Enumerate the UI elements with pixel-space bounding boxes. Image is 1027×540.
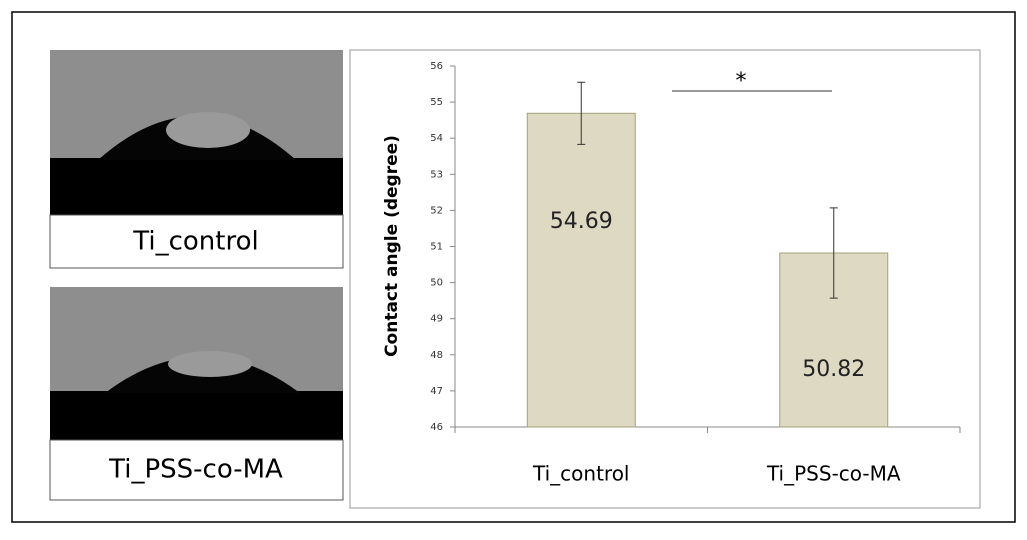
x-tick-label: Ti_control — [532, 462, 629, 486]
y-tick-label: 53 — [430, 169, 443, 180]
figure: Ti_control Ti_PSS-co-MA Contact angle (d… — [0, 0, 1027, 536]
significance-mark: * — [736, 69, 747, 94]
value-label: 50.82 — [802, 357, 865, 382]
caption: Ti_PSS-co-MA — [108, 455, 283, 485]
droplet-highlight — [168, 351, 252, 377]
y-tick-label: 49 — [430, 314, 443, 325]
substrate — [50, 391, 343, 441]
y-tick-label: 54 — [430, 133, 443, 144]
y-tick-label: 47 — [430, 386, 443, 397]
droplet-panel: Ti_control — [50, 50, 343, 268]
x-tick-label: Ti_PSS-co-MA — [766, 462, 901, 486]
value-label: 54.69 — [550, 209, 613, 234]
y-tick-label: 48 — [430, 350, 443, 361]
caption: Ti_control — [132, 227, 258, 257]
y-tick-label: 50 — [430, 278, 443, 289]
droplet-highlight — [166, 112, 250, 148]
substrate — [50, 158, 343, 216]
droplet-panel: Ti_PSS-co-MA — [50, 287, 343, 500]
y-tick-label: 56 — [430, 61, 443, 72]
bar — [527, 113, 635, 427]
y-tick-label: 46 — [430, 422, 443, 433]
y-axis-label: Contact angle (degree) — [382, 135, 402, 357]
y-tick-label: 55 — [430, 97, 443, 108]
y-tick-label: 52 — [430, 205, 443, 216]
y-tick-label: 51 — [430, 242, 443, 253]
